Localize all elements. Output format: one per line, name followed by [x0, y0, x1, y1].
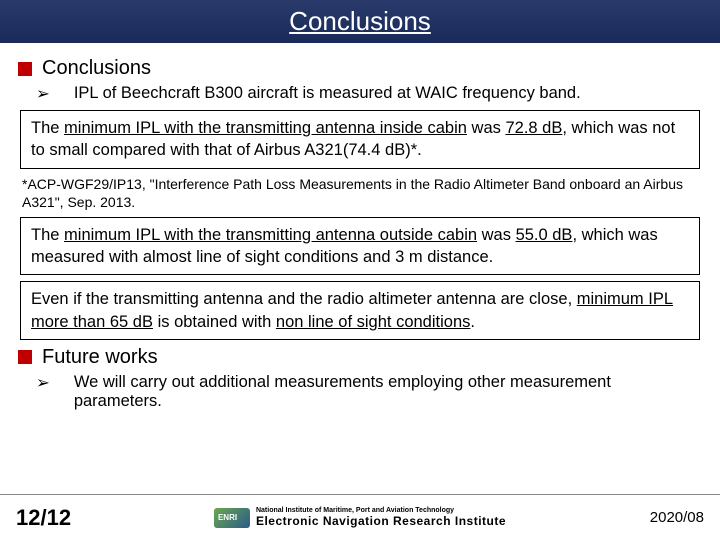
- footer: 12/12 National Institute of Maritime, Po…: [0, 494, 720, 540]
- box2-u2: 55.0 dB: [516, 226, 573, 244]
- result-box-3: Even if the transmitting antenna and the…: [20, 281, 700, 340]
- bullet-item: ➢ We will carry out additional measureme…: [36, 373, 702, 411]
- section-conclusions: Conclusions: [18, 57, 702, 80]
- box1-u2: 72.8 dB: [505, 119, 562, 137]
- box2-u1: minimum IPL with the transmitting antenn…: [64, 226, 477, 244]
- title-bar: Conclusions: [0, 0, 720, 43]
- box1-u1: minimum IPL with the transmitting antenn…: [64, 119, 467, 137]
- box2-pre: The: [31, 226, 64, 244]
- result-box-2: The minimum IPL with the transmitting an…: [20, 217, 700, 276]
- slide-title: Conclusions: [0, 6, 720, 37]
- box3-u2: non line of sight conditions: [276, 313, 470, 331]
- footer-center: National Institute of Maritime, Port and…: [214, 507, 506, 528]
- bullet-text: IPL of Beechcraft B300 aircraft is measu…: [74, 84, 581, 103]
- footnote-citation: *ACP-WGF29/IP13, "Interference Path Loss…: [22, 175, 698, 211]
- content-area: Conclusions ➢ IPL of Beechcraft B300 air…: [0, 43, 720, 411]
- bullet-arrow-icon: ➢: [36, 373, 50, 393]
- box1-pre: The: [31, 119, 64, 137]
- result-box-1: The minimum IPL with the transmitting an…: [20, 110, 700, 169]
- enri-logo-icon: [214, 508, 250, 528]
- org-name: Electronic Navigation Research Institute: [256, 515, 506, 528]
- box2-mid: was: [477, 226, 516, 244]
- box1-mid: was: [467, 119, 506, 137]
- box3-pre: Even if the transmitting antenna and the…: [31, 290, 577, 308]
- box3-post: .: [470, 313, 475, 331]
- section-marker-icon: [18, 62, 32, 76]
- footer-org: National Institute of Maritime, Port and…: [256, 507, 506, 528]
- bullet-item: ➢ IPL of Beechcraft B300 aircraft is mea…: [36, 84, 702, 104]
- box3-mid: is obtained with: [153, 313, 276, 331]
- bullet-text: We will carry out additional measurement…: [74, 373, 702, 411]
- footer-date: 2020/08: [650, 509, 704, 526]
- section-marker-icon: [18, 350, 32, 364]
- page-number: 12/12: [16, 505, 71, 531]
- section-future-works: Future works: [18, 346, 702, 369]
- bullet-arrow-icon: ➢: [36, 84, 50, 104]
- section-heading: Conclusions: [42, 57, 151, 80]
- section-heading: Future works: [42, 346, 158, 369]
